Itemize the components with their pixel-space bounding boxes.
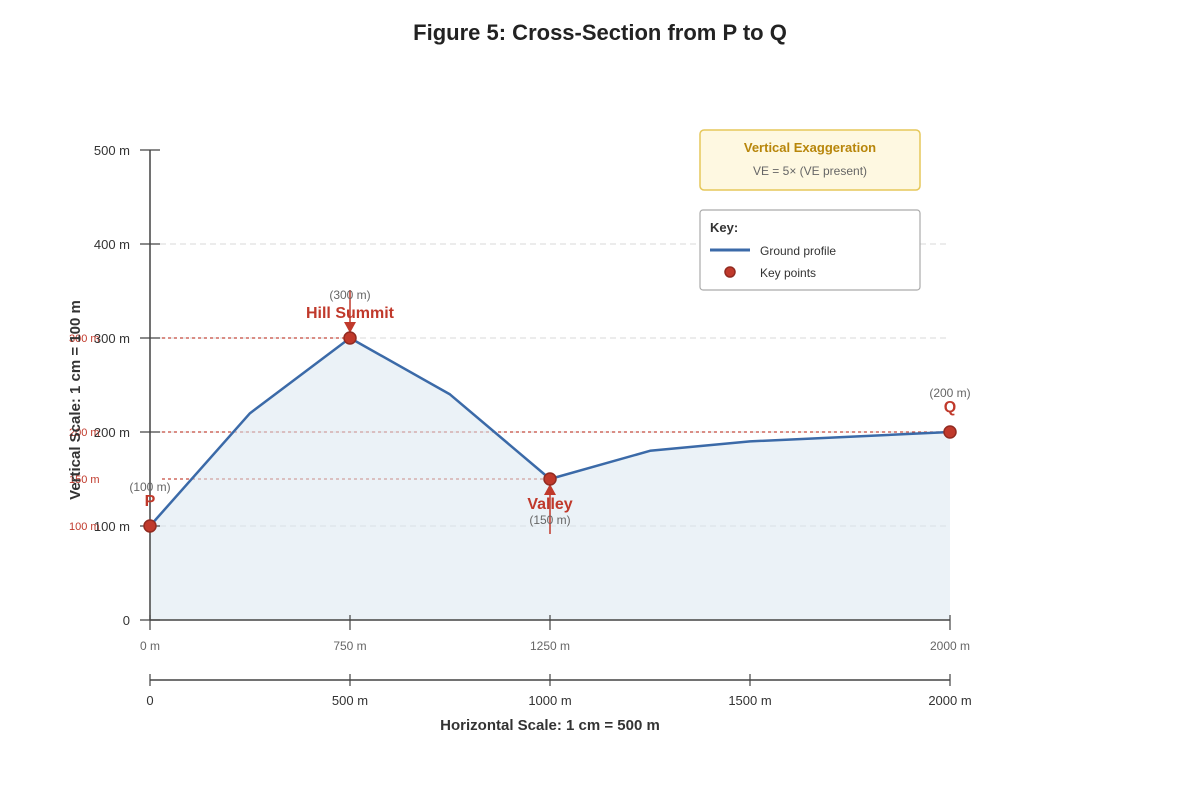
horizontal-scale-bar: 0 500 m 1000 m 1500 m 2000 m [146, 674, 972, 708]
y-tick-label-100: 100 m [94, 519, 130, 534]
vertical-exaggeration-box: Vertical Exaggeration VE = 5× (VE presen… [699, 129, 921, 191]
key-point-q [943, 425, 957, 439]
point-label-hill-summit: Hill Summit [306, 305, 395, 322]
y-tick-label-500: 500 m [94, 143, 130, 158]
y-tick-label-0: 0 [123, 613, 130, 628]
x-axis-title: Horizontal Scale: 1 cm = 500 m [440, 717, 660, 734]
legend: Key: Ground profile Key points [699, 209, 921, 291]
key-point-p [143, 519, 157, 533]
y-tick-label-200: 200 m [94, 425, 130, 440]
elevation-label-valley: (150 m) [529, 513, 570, 527]
key-point-hill-summit [343, 331, 357, 345]
legend-box [699, 209, 921, 291]
reference-label-150: 150 m [69, 474, 100, 486]
legend-label-ground-profile: Ground profile [760, 244, 836, 258]
scale-tick-label-500: 500 m [332, 693, 368, 708]
x-tick-label-0: 0 m [140, 639, 160, 653]
point-label-q: Q [944, 399, 956, 416]
y-tick-label-400: 400 m [94, 237, 130, 252]
y-tick-label-300: 300 m [94, 331, 130, 346]
point-label-p: P [145, 493, 156, 510]
arrow-head-valley [544, 484, 556, 495]
reference-label-100: 100 m [69, 521, 100, 533]
ve-box-background [699, 129, 921, 191]
x-tick-label-2000: 2000 m [930, 639, 970, 653]
scale-tick-label-2000: 2000 m [928, 693, 971, 708]
axes: 0 100 m 200 m 300 m 400 m 500 m 0 m 750 m 1250 m… [94, 143, 970, 653]
x-tick-label-500: 750 m [333, 639, 366, 653]
scale-tick-label-0: 0 [146, 693, 153, 708]
legend-title: Key: [710, 220, 738, 235]
key-points: (100 m)P (300 m) Hill Summit Valley(150 m) (… [129, 288, 971, 534]
elevation-label-hill-summit: (300 m) [329, 288, 370, 302]
point-label-valley: Valley [527, 496, 572, 513]
x-tick-label-1000: 1250 m [530, 639, 570, 653]
reference-label-300: 300 m [69, 333, 100, 345]
scale-tick-label-1500: 1500 m [728, 693, 771, 708]
key-point-valley [543, 472, 557, 486]
chart-title: Figure 5: Cross-Section from P to Q [413, 20, 787, 45]
ve-title: Vertical Exaggeration [744, 140, 876, 155]
legend-label-key-points: Key points [760, 266, 816, 280]
ve-text: VE = 5× (VE present) [753, 164, 867, 178]
elevation-label-q: (200 m) [929, 386, 970, 400]
legend-circle-swatch [724, 266, 736, 278]
elevation-label-p: (100 m) [129, 480, 170, 494]
reference-label-200: 200 m [69, 427, 100, 439]
arrow-head-hill-summit [344, 322, 356, 333]
y-axis-title: Vertical Scale: 1 cm = 100 m [67, 300, 84, 500]
scale-tick-label-1000: 1000 m [528, 693, 571, 708]
